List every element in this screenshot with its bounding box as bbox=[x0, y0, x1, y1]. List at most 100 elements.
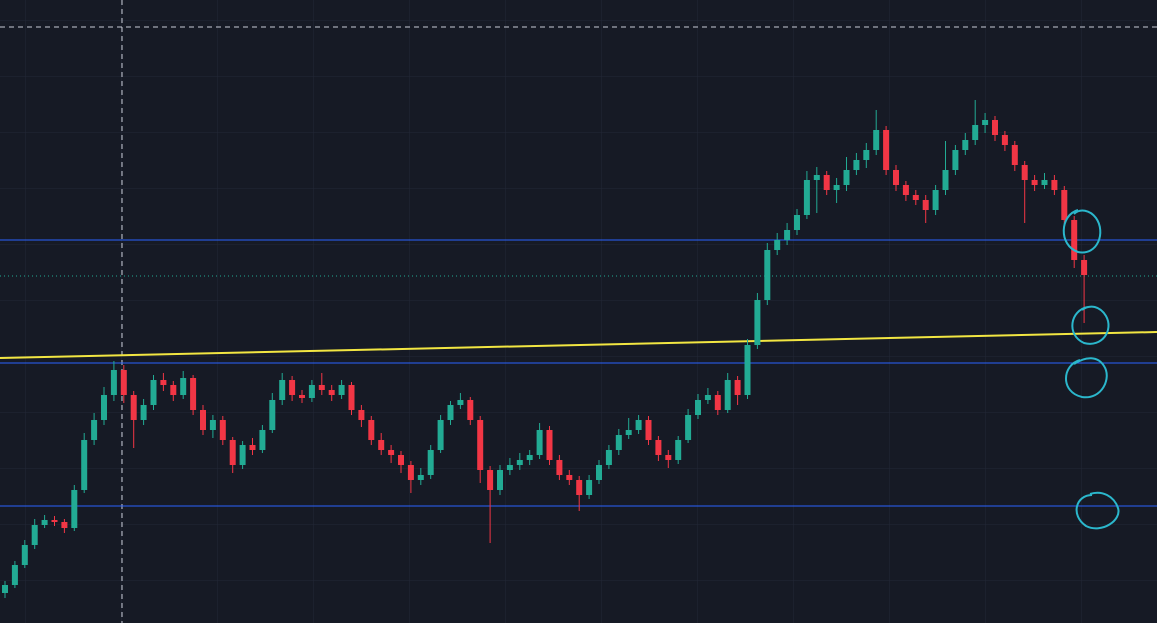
candle-body bbox=[635, 420, 642, 430]
candle-body bbox=[695, 400, 701, 415]
candle-body bbox=[873, 130, 880, 150]
candle-body bbox=[675, 440, 682, 460]
candle-body bbox=[81, 440, 88, 490]
candle-body bbox=[526, 455, 533, 460]
candle-body bbox=[586, 480, 593, 495]
candle-body bbox=[734, 380, 741, 395]
candle-body bbox=[1051, 180, 1058, 190]
candle-body bbox=[744, 345, 751, 395]
candle-body bbox=[992, 120, 998, 135]
candle-body bbox=[328, 390, 335, 395]
candle-body bbox=[398, 455, 404, 465]
candle-body bbox=[31, 525, 38, 545]
candle-body bbox=[130, 395, 137, 420]
candle-body bbox=[625, 430, 632, 435]
candle-body bbox=[259, 430, 266, 450]
candle-body bbox=[101, 395, 107, 420]
candle-body bbox=[922, 200, 929, 210]
candle-body bbox=[61, 522, 68, 528]
candle-body bbox=[774, 240, 781, 250]
candle-body bbox=[893, 170, 899, 185]
candle-body bbox=[2, 585, 8, 593]
candle-body bbox=[110, 370, 117, 395]
candle-body bbox=[645, 420, 652, 440]
candle-body bbox=[388, 450, 395, 455]
candle-body bbox=[447, 405, 454, 420]
circle bbox=[1062, 209, 1102, 254]
candle-body bbox=[437, 420, 444, 450]
candle-body bbox=[1071, 220, 1078, 260]
candle-body bbox=[754, 300, 761, 345]
candle-body bbox=[1041, 180, 1048, 185]
candle-body bbox=[704, 395, 711, 400]
candle-body bbox=[1021, 165, 1028, 180]
candle-body bbox=[160, 380, 167, 385]
candle-body bbox=[1001, 135, 1008, 145]
candle-body bbox=[972, 125, 979, 140]
circle bbox=[1065, 357, 1108, 399]
candle-body bbox=[378, 440, 385, 450]
candle-body bbox=[457, 400, 464, 405]
candle-body bbox=[338, 385, 345, 395]
candle-body bbox=[140, 405, 147, 420]
candle-body bbox=[843, 170, 850, 185]
candle-body bbox=[318, 385, 325, 390]
candle-body bbox=[823, 175, 830, 190]
candle-body bbox=[427, 450, 434, 475]
candle-body bbox=[170, 385, 177, 395]
candle-body bbox=[794, 215, 800, 230]
candle-body bbox=[764, 250, 771, 300]
candle-body bbox=[487, 470, 494, 490]
candle-body bbox=[813, 175, 820, 180]
candle-body bbox=[1011, 145, 1018, 165]
candle-body bbox=[556, 460, 563, 475]
candle-body bbox=[665, 455, 672, 460]
candle-body bbox=[289, 380, 296, 395]
candle-body bbox=[417, 475, 424, 480]
candle-body bbox=[71, 490, 78, 528]
candle-body bbox=[477, 420, 484, 470]
candle-body bbox=[982, 120, 989, 125]
candle-body bbox=[536, 430, 543, 455]
candle-body bbox=[932, 190, 939, 210]
candle-body bbox=[576, 480, 583, 495]
candle-body bbox=[605, 450, 612, 465]
candle-body bbox=[150, 380, 157, 405]
candle-body bbox=[1081, 260, 1088, 275]
candle-body bbox=[1061, 190, 1068, 220]
candle-body bbox=[596, 465, 602, 480]
candle-body bbox=[279, 380, 286, 400]
candle-body bbox=[615, 435, 622, 450]
trendline bbox=[0, 331, 1157, 359]
candle-body bbox=[51, 520, 58, 522]
candle-body bbox=[803, 180, 810, 215]
candle-body bbox=[91, 420, 98, 440]
candle-body bbox=[516, 460, 523, 465]
candle-body bbox=[180, 378, 187, 395]
candle-body bbox=[219, 420, 226, 440]
candles bbox=[0, 100, 1157, 598]
candle-body bbox=[546, 430, 553, 460]
candle-body bbox=[299, 395, 305, 398]
candle-body bbox=[655, 440, 662, 455]
candle-body bbox=[467, 400, 474, 420]
candle-body bbox=[358, 410, 365, 420]
candle-body bbox=[863, 150, 870, 160]
candle-body bbox=[912, 195, 919, 200]
candle-body bbox=[200, 410, 206, 430]
candle-body bbox=[952, 150, 959, 170]
candle-body bbox=[368, 420, 375, 440]
candle-body bbox=[229, 440, 236, 465]
candle-body bbox=[833, 185, 840, 190]
candle-body bbox=[942, 170, 949, 190]
candle-body bbox=[190, 378, 197, 410]
candle-body bbox=[269, 400, 276, 430]
candle-body bbox=[308, 385, 315, 398]
candle-body bbox=[714, 395, 721, 410]
circle bbox=[1071, 305, 1110, 345]
candle-body bbox=[685, 415, 692, 440]
candle-body bbox=[883, 130, 890, 170]
